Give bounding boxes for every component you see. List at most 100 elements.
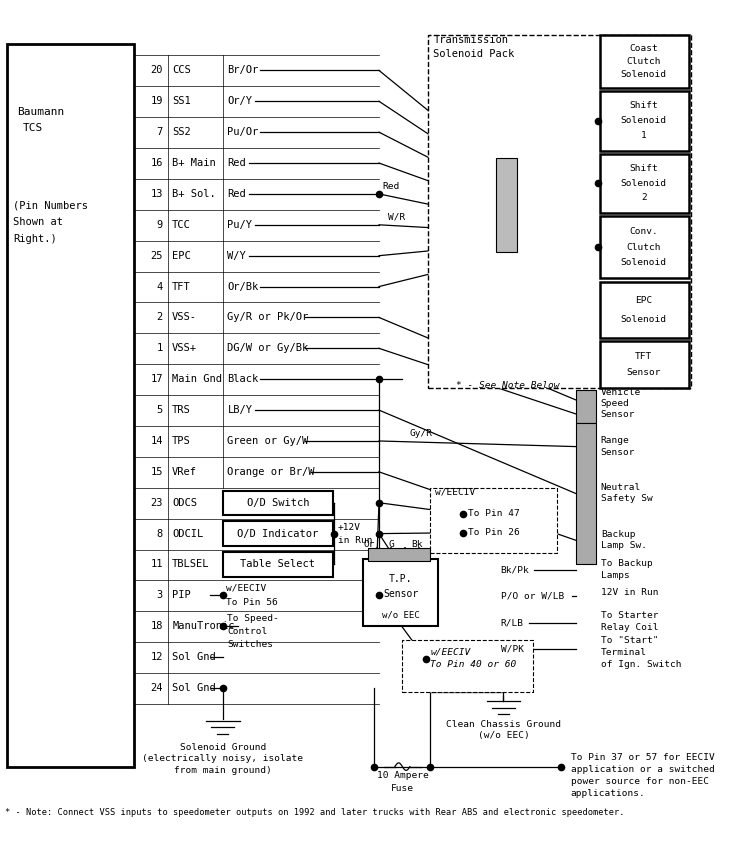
Text: Pu/Or: Pu/Or [227, 127, 259, 137]
Text: LB/Y: LB/Y [227, 405, 253, 415]
Text: Right.): Right.) [13, 233, 57, 244]
Text: Backup: Backup [600, 530, 635, 539]
Text: Relay Coil: Relay Coil [600, 623, 659, 631]
Bar [368, 548, 430, 561]
Text: Solenoid Pack: Solenoid Pack [456, 49, 537, 59]
Text: 10 Ampere: 10 Ampere [376, 771, 428, 780]
Text: 1: 1 [156, 343, 163, 354]
Text: Solenoid: Solenoid [621, 315, 667, 324]
Bar [600, 341, 688, 388]
Text: SS1: SS1 [172, 96, 191, 106]
Text: B+ Sol.: B+ Sol. [172, 189, 216, 199]
Text: 20: 20 [150, 66, 163, 75]
Text: (Pin Numbers: (Pin Numbers [13, 200, 88, 210]
Text: ODCS: ODCS [172, 498, 197, 508]
Text: Red: Red [227, 189, 246, 199]
Text: 8: 8 [156, 528, 163, 538]
Text: 5: 5 [156, 405, 163, 415]
Text: Vehicle: Vehicle [600, 388, 641, 397]
Text: 12: 12 [150, 652, 163, 662]
Text: 18: 18 [150, 621, 163, 631]
Text: To Pin 40 or 60: To Pin 40 or 60 [431, 660, 517, 669]
Text: Fuse: Fuse [391, 784, 414, 792]
Text: 2: 2 [156, 313, 163, 322]
Text: Neutral: Neutral [600, 483, 641, 492]
Text: power source for non-EEC: power source for non-EEC [571, 777, 708, 786]
Text: Terminal: Terminal [600, 648, 647, 657]
Text: Black: Black [227, 374, 259, 384]
Text: Safety Sw: Safety Sw [600, 494, 653, 504]
Text: in Run: in Run [337, 536, 372, 544]
Text: applications.: applications. [571, 789, 646, 798]
Bar [600, 153, 688, 213]
Text: Solenoid: Solenoid [621, 258, 667, 268]
Text: Switches: Switches [227, 641, 273, 649]
Text: Red: Red [227, 158, 246, 168]
Text: T.P.: T.P. [389, 574, 412, 584]
Text: Speed: Speed [600, 399, 630, 408]
Bar [363, 559, 438, 626]
Text: Shift: Shift [630, 164, 658, 173]
Text: 12V in Run: 12V in Run [600, 588, 659, 597]
Text: O/D Indicator: O/D Indicator [238, 528, 319, 538]
Text: ODCIL: ODCIL [172, 528, 203, 538]
Text: Solenoid: Solenoid [621, 179, 667, 187]
Text: To "Start": To "Start" [600, 636, 659, 645]
Text: W/Y: W/Y [227, 250, 246, 261]
Text: VRef: VRef [172, 467, 197, 477]
Text: Sensor: Sensor [600, 447, 635, 457]
Text: TFT: TFT [172, 281, 191, 291]
Text: To Speed-: To Speed- [227, 614, 279, 624]
Bar [223, 491, 333, 515]
Bar [600, 91, 688, 151]
Bar [575, 423, 596, 563]
Text: Solenoid: Solenoid [621, 117, 667, 125]
Text: 14: 14 [150, 436, 163, 446]
Text: Solenoid: Solenoid [621, 71, 667, 79]
Text: Br/Or: Br/Or [227, 66, 259, 75]
Text: To Pin 37 or 57 for EECIV: To Pin 37 or 57 for EECIV [571, 753, 714, 762]
Text: Clutch: Clutch [627, 243, 661, 251]
Bar [428, 35, 691, 388]
Text: B+ Main: B+ Main [172, 158, 216, 168]
Text: To Pin 56: To Pin 56 [226, 598, 278, 607]
Text: Sol Gnd: Sol Gnd [172, 652, 216, 662]
Text: EPC: EPC [172, 250, 191, 261]
Text: Red: Red [383, 182, 400, 191]
Text: 16: 16 [150, 158, 163, 168]
Text: R/LB: R/LB [501, 618, 524, 627]
Text: W/PK: W/PK [501, 644, 524, 653]
Text: 25: 25 [150, 250, 163, 261]
Text: 2: 2 [641, 193, 647, 203]
Text: Gy/R: Gy/R [410, 429, 433, 438]
Text: 1: 1 [641, 131, 647, 141]
Text: To Pin 47: To Pin 47 [468, 509, 520, 519]
Text: w/EECIV: w/EECIV [226, 584, 267, 592]
Text: Bk/Pk: Bk/Pk [501, 566, 530, 574]
Text: w/EECIV: w/EECIV [435, 488, 475, 497]
Text: Baumann: Baumann [17, 106, 64, 117]
Text: Main Gnd: Main Gnd [172, 374, 222, 384]
Text: 11: 11 [150, 560, 163, 569]
Text: application or a switched: application or a switched [571, 765, 714, 774]
Text: To Starter: To Starter [600, 611, 659, 619]
Text: of Ign. Switch: of Ign. Switch [600, 660, 681, 669]
Text: PIP: PIP [172, 590, 191, 601]
Text: Orange or Br/W: Orange or Br/W [227, 467, 315, 477]
Text: TPS: TPS [172, 436, 191, 446]
Text: 17: 17 [150, 374, 163, 384]
Text: Control: Control [227, 627, 267, 636]
Text: ManuTronic: ManuTronic [172, 621, 235, 631]
Bar [7, 44, 134, 767]
Text: Range: Range [600, 436, 630, 446]
Text: Shift: Shift [630, 101, 658, 111]
Bar [496, 158, 516, 252]
Text: (w/o EEC): (w/o EEC) [478, 731, 530, 740]
Bar [223, 552, 333, 577]
Bar [223, 521, 333, 546]
Text: To Backup: To Backup [600, 559, 653, 568]
Text: Transmission: Transmission [434, 36, 508, 45]
Text: O/D Switch: O/D Switch [247, 498, 309, 508]
Text: 3: 3 [156, 590, 163, 601]
Text: Lamp Sw.: Lamp Sw. [600, 541, 647, 550]
